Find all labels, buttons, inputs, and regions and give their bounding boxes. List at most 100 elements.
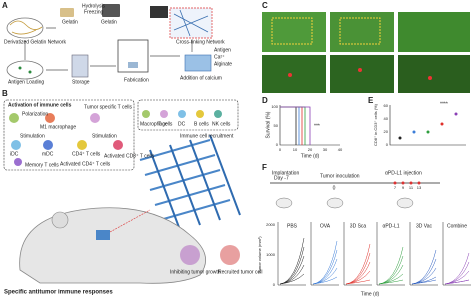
zoom-box	[339, 17, 381, 45]
loaded-network	[6, 60, 44, 80]
label: Tumor inoculation	[320, 173, 360, 179]
tick-label: 20	[384, 129, 389, 134]
significance: ****	[440, 101, 448, 107]
growth-curve	[312, 240, 338, 285]
printed-scaffold	[128, 62, 138, 68]
flow-arrows	[24, 27, 193, 71]
mouse-ear	[51, 211, 69, 229]
cd8-cell	[113, 140, 123, 150]
zoom-box	[271, 17, 313, 45]
label: Storage	[72, 79, 90, 85]
group-name: PBS	[287, 223, 298, 229]
growth-curve	[345, 243, 371, 285]
micrographs	[262, 12, 470, 93]
label: Memory T cells	[25, 162, 59, 168]
tick-label: 100	[271, 104, 278, 109]
gelatin-powder	[60, 8, 74, 17]
tick-label: 50	[274, 123, 279, 128]
micrograph	[330, 55, 394, 93]
implant	[96, 230, 110, 240]
legend-entry: Antigen	[214, 47, 231, 53]
micrograph	[262, 12, 326, 52]
label: Addition of calcium	[180, 75, 222, 81]
micrograph	[262, 55, 326, 93]
dot-groups	[398, 112, 458, 140]
legend-entry: Ca²⁺	[214, 54, 225, 60]
tick-label: 20	[308, 147, 313, 152]
label: Gelatin	[62, 19, 78, 25]
freezer-icon	[102, 4, 120, 17]
plot-axes	[343, 222, 372, 286]
label: iDC	[10, 151, 19, 157]
plot-axes	[376, 222, 405, 286]
mouse-icon	[275, 197, 293, 209]
tick-label: 0	[279, 147, 282, 152]
label: Freezing	[84, 9, 104, 15]
cell-type: T cells	[158, 121, 173, 127]
label: Antigen Loading	[8, 79, 44, 85]
dot	[426, 130, 430, 134]
tick-label: 40	[338, 147, 343, 152]
tick-label: 30	[323, 147, 328, 152]
printer	[117, 39, 149, 73]
icon	[160, 110, 168, 118]
tumor-cluster	[220, 245, 240, 265]
axis-label: CD8⁺ in CD3⁺ cells (%)	[373, 103, 378, 146]
injection-dot	[393, 181, 397, 185]
group-name: αPD-L1	[382, 223, 399, 229]
plot-axes	[277, 222, 306, 286]
icon	[178, 110, 186, 118]
growth-curve	[378, 246, 404, 285]
axis-label: Tumor volume (mm³)	[257, 236, 262, 274]
axis-label: Survival (%)	[265, 111, 271, 138]
storage-vial	[71, 54, 89, 78]
cell-type: Macrophage	[140, 121, 168, 127]
group-name: Combine	[447, 223, 467, 229]
crosslink-fibers	[173, 9, 209, 37]
mouse-icon	[396, 197, 414, 209]
macrophage-cell	[9, 113, 19, 123]
micrograph	[398, 55, 470, 93]
label: Fabrication	[124, 77, 149, 83]
group-name: 3D Sca	[350, 223, 367, 229]
axis-label: Time (d)	[361, 291, 380, 297]
dot	[454, 112, 458, 116]
mdc-cell	[43, 140, 53, 150]
label: Activated CD4⁺ T cells	[60, 161, 111, 167]
antigen-dot	[28, 70, 32, 74]
cd4-cell	[77, 140, 87, 150]
t-cell	[90, 113, 100, 123]
axes-d	[279, 105, 340, 146]
dot	[412, 130, 416, 134]
label: Activation of immune cells	[8, 102, 72, 108]
day-label: 11	[409, 185, 414, 190]
label: Specific antitumor immune responses	[4, 290, 113, 296]
panel-letter: D	[262, 96, 268, 105]
group-name: OVA	[320, 223, 331, 229]
label: Polarization	[22, 111, 48, 117]
growth-curve	[444, 252, 470, 285]
label: Cross-linking Network	[176, 39, 225, 45]
scaffold-strands	[149, 134, 241, 231]
icon	[196, 110, 204, 118]
survival-curve	[280, 106, 311, 145]
label: Gelatin	[101, 19, 117, 25]
computer-icon	[150, 6, 168, 18]
tick-label: 0	[386, 142, 389, 147]
mouse-body	[19, 207, 207, 284]
dot	[398, 136, 402, 140]
cell-marker	[288, 73, 292, 77]
m1-cell	[45, 113, 55, 123]
axes-e	[389, 105, 466, 146]
tick-label: 40	[384, 116, 389, 121]
label: Inhibiting tumor growth	[170, 269, 221, 275]
label: Immune cell recruitment	[180, 133, 234, 139]
zoom-line	[109, 209, 151, 233]
panel-letter: E	[368, 96, 374, 105]
panel-letter: A	[2, 1, 8, 10]
label: Stimulation	[92, 133, 117, 139]
label: αPD-L1 injection	[385, 170, 422, 176]
growth-curve	[279, 237, 305, 285]
day-label: 7	[394, 185, 397, 190]
